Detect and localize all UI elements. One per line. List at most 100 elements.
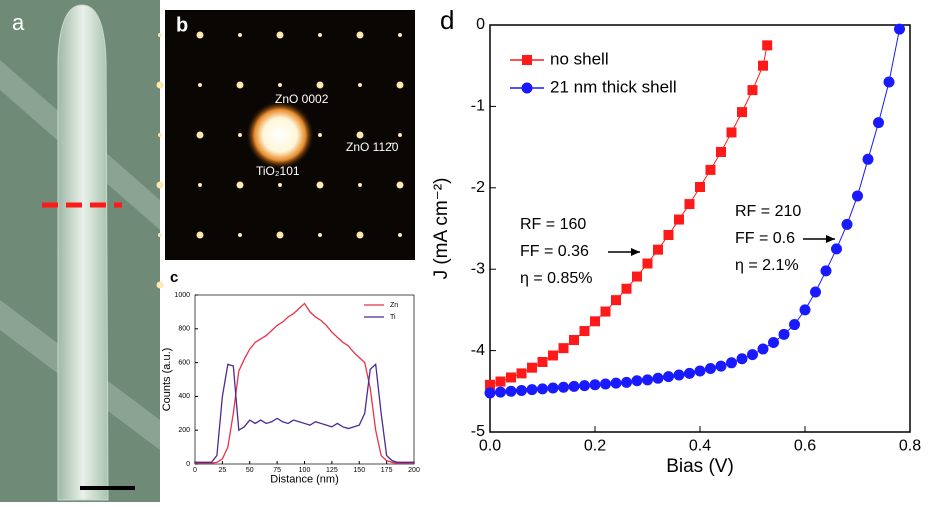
y-tick-label: -4 — [471, 342, 485, 359]
diffraction-spot — [398, 133, 402, 137]
diffraction-spot — [276, 31, 284, 39]
diffraction-spot — [196, 231, 204, 239]
y-tick-label: -3 — [471, 260, 485, 277]
marker — [484, 387, 496, 399]
marker — [569, 335, 579, 346]
x-tick-label: 200 — [408, 467, 420, 474]
marker — [684, 367, 695, 379]
spot-label: ZnO 0002 — [275, 92, 329, 106]
diffraction-spot — [238, 233, 242, 237]
marker — [600, 378, 611, 390]
diffraction-spot — [316, 81, 324, 89]
marker — [495, 376, 506, 387]
diffraction-spot — [358, 183, 362, 187]
marker — [621, 283, 632, 294]
marker — [632, 271, 642, 282]
marker — [674, 214, 684, 225]
marker — [684, 199, 695, 210]
y-tick-label: 400 — [178, 393, 190, 400]
marker — [894, 23, 905, 35]
nanowire — [57, 4, 109, 501]
marker — [758, 60, 768, 71]
diffraction-spot — [278, 83, 282, 87]
diffraction-spot — [156, 81, 164, 89]
marker — [726, 127, 737, 138]
marker — [590, 316, 600, 327]
marker — [726, 357, 737, 369]
marker — [579, 380, 590, 392]
marker — [883, 76, 895, 88]
spot-label: TiO₂101 — [256, 164, 300, 178]
diffraction-spot — [158, 233, 162, 237]
panel-label: a — [12, 10, 25, 35]
marker — [694, 365, 706, 377]
y-tick-label: -2 — [471, 179, 485, 196]
x-tick-label: 0.8 — [899, 438, 921, 455]
annotation: FF = 0.36 — [520, 243, 589, 260]
marker — [705, 363, 716, 375]
annotation: η = 0.85% — [520, 270, 593, 287]
x-axis-label: Distance (nm) — [270, 473, 338, 485]
diffraction-spot — [358, 83, 362, 87]
legend-label: no shell — [550, 49, 609, 68]
marker — [527, 362, 537, 373]
marker — [768, 336, 779, 348]
arrow-head — [631, 248, 640, 256]
diffraction-spot — [158, 133, 162, 137]
y-axis-label: Counts (a.u.) — [161, 348, 173, 412]
diffraction-spot — [356, 31, 364, 39]
marker — [715, 360, 727, 372]
x-axis-label: Bias (V) — [666, 456, 734, 477]
legend-label: Ti — [390, 314, 396, 321]
marker — [589, 379, 601, 391]
marker — [737, 107, 747, 118]
marker — [736, 353, 748, 365]
spot-label: ZnO 112̄0 — [346, 140, 399, 154]
y-tick-label: -5 — [471, 423, 485, 440]
series-line — [195, 302, 414, 464]
x-tick-label: 100 — [299, 467, 311, 474]
marker — [548, 350, 558, 361]
marker — [621, 376, 632, 388]
diffraction-spot — [278, 183, 282, 187]
annotation: RF = 160 — [520, 216, 586, 233]
y-tick-label: 0 — [476, 16, 485, 33]
marker — [852, 190, 863, 202]
x-tick-label: 25 — [218, 467, 226, 474]
diffraction-spot — [396, 181, 404, 189]
diffraction-spot — [158, 33, 162, 37]
marker — [611, 295, 621, 306]
marker — [695, 181, 705, 192]
marker — [610, 377, 622, 389]
marker — [663, 230, 674, 241]
x-tick-label: 0 — [193, 467, 197, 474]
marker — [652, 372, 664, 384]
annotation: RF = 210 — [735, 203, 801, 220]
marker — [757, 343, 769, 355]
marker — [537, 356, 548, 367]
y-tick-label: 0 — [186, 461, 190, 468]
diffraction-spot — [398, 233, 402, 237]
legend-marker — [522, 55, 532, 65]
marker — [653, 244, 663, 255]
diffraction-spot — [198, 83, 202, 87]
diffraction-spot — [196, 131, 204, 139]
diffraction-spot — [276, 231, 284, 239]
marker — [799, 304, 811, 316]
marker — [778, 328, 790, 340]
diffraction-spot — [318, 33, 322, 37]
marker — [810, 286, 821, 298]
diffraction-spot — [356, 231, 364, 239]
diffraction-spot — [318, 233, 322, 237]
panel-a: a — [0, 0, 160, 502]
marker — [642, 258, 653, 269]
marker — [516, 384, 527, 396]
x-tick-label: 0.0 — [479, 438, 501, 455]
marker — [747, 349, 758, 361]
central-beam — [246, 101, 314, 169]
x-tick-label: 0.2 — [584, 438, 606, 455]
series-line — [195, 362, 414, 463]
diffraction-spot — [318, 133, 322, 137]
y-tick-label: 200 — [178, 427, 190, 434]
y-tick-label: -1 — [471, 98, 485, 115]
